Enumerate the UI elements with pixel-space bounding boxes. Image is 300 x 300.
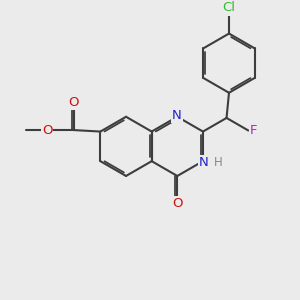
Text: F: F — [250, 124, 257, 137]
Text: N: N — [172, 109, 182, 122]
Text: N: N — [199, 156, 208, 169]
Text: O: O — [68, 96, 79, 109]
Text: O: O — [42, 124, 52, 136]
Text: Cl: Cl — [223, 2, 236, 14]
Text: O: O — [172, 197, 183, 211]
Text: H: H — [214, 156, 223, 169]
